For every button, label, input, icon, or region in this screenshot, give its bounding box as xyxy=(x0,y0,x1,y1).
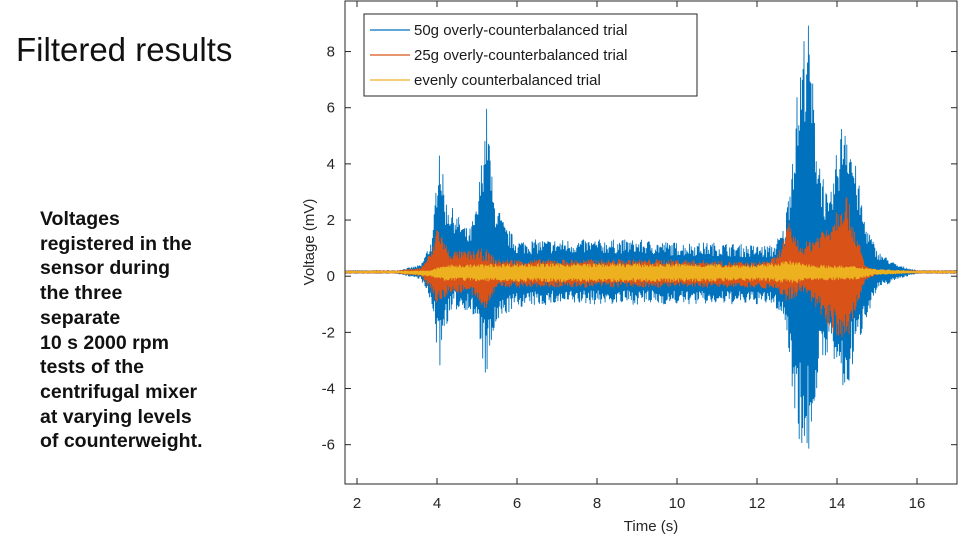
y-tick-label: 6 xyxy=(327,100,335,117)
x-tick-label: 8 xyxy=(593,495,601,512)
y-tick-label: -6 xyxy=(322,437,335,454)
axes-layer: 2 4 6 8 10 12 14 16 -6 -4 -2 0 2 4 6 8 xyxy=(322,0,958,512)
caption-line: of counterweight. xyxy=(40,430,203,453)
series-line-2 xyxy=(345,260,957,284)
y-tick-label: 0 xyxy=(327,268,335,285)
x-tick-label: 14 xyxy=(829,495,846,512)
caption-line: 10 s 2000 rpm xyxy=(40,331,170,354)
axes-box xyxy=(344,0,958,485)
caption-line: sensor during xyxy=(40,257,171,280)
legend: 50g overly-counterbalanced trial 25g ove… xyxy=(363,13,698,97)
legend-label-even: evenly counterbalanced trial xyxy=(414,72,601,89)
caption-line: the three xyxy=(40,282,123,305)
caption-line: registered in the xyxy=(40,232,192,255)
y-tick-label: 8 xyxy=(327,44,335,61)
x-tick-label: 12 xyxy=(749,495,766,512)
y-tick-label: 2 xyxy=(327,212,335,229)
slide-caption: Voltages registered in the sensor during… xyxy=(40,207,280,454)
x-tick-label: 2 xyxy=(353,495,361,512)
caption-line: at varying levels xyxy=(40,405,192,428)
y-tick-label: 4 xyxy=(327,156,335,173)
y-tick-label: -4 xyxy=(322,381,335,398)
y-tick-label: -2 xyxy=(322,324,335,341)
x-tick-label: 6 xyxy=(513,495,521,512)
caption-line: Voltages xyxy=(40,208,120,230)
x-tick-label: 10 xyxy=(669,495,686,512)
caption-line: centrifugal mixer xyxy=(40,380,198,403)
legend-label-25g: 25g overly-counterbalanced trial xyxy=(414,47,627,64)
y-axis-label: Voltage (mV) xyxy=(301,199,318,286)
x-axis-label: Time (s) xyxy=(624,518,678,535)
series-layer xyxy=(345,25,957,449)
caption-line: tests of the xyxy=(40,356,145,379)
legend-label-50g: 50g overly-counterbalanced trial xyxy=(414,22,627,39)
legend-box xyxy=(363,13,698,97)
x-tick-label: 16 xyxy=(909,495,926,512)
x-tick-label: 4 xyxy=(433,495,441,512)
slide-title: Filtered results xyxy=(16,31,233,68)
caption-line: separate xyxy=(40,306,121,329)
